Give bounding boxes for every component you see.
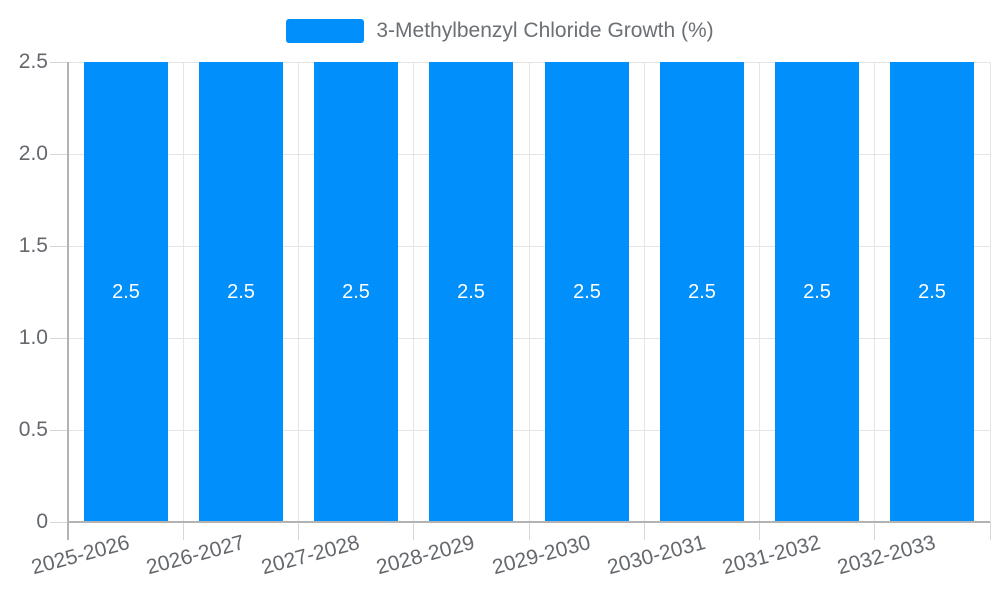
y-axis-tick-label: 2.0 — [18, 142, 48, 165]
bar[interactable] — [314, 62, 398, 522]
v-gridline — [182, 62, 184, 522]
x-tick-mark — [874, 522, 876, 540]
v-gridline — [528, 62, 530, 522]
v-gridline — [298, 62, 299, 522]
bar-data-label: 2.5 — [227, 281, 255, 303]
v-gridline — [759, 62, 760, 522]
bar-data-label: 2.5 — [918, 281, 946, 303]
bar-data-label: 2.5 — [688, 281, 716, 303]
v-gridline — [989, 62, 991, 522]
y-axis-tick-label: 2.5 — [18, 50, 48, 73]
y-tick-mark — [50, 245, 68, 247]
bar-data-label: 2.5 — [457, 281, 485, 303]
bar[interactable] — [775, 62, 859, 522]
legend-swatch — [286, 19, 365, 43]
y-tick-mark — [50, 337, 68, 339]
bar[interactable] — [890, 62, 974, 522]
bar-data-label: 2.5 — [803, 281, 831, 303]
v-gridline — [413, 62, 415, 522]
bar-data-label: 2.5 — [112, 281, 140, 303]
x-tick-mark — [989, 522, 991, 540]
y-tick-mark — [50, 153, 68, 155]
y-tick-mark — [50, 521, 68, 523]
legend-label: 3-Methylbenzyl Chloride Growth (%) — [376, 19, 714, 42]
x-tick-mark — [759, 522, 760, 540]
v-gridline — [643, 62, 645, 522]
y-axis-tick-label: 1.0 — [18, 326, 48, 349]
y-axis-tick-label: 1.5 — [18, 234, 48, 257]
y-axis-line — [67, 62, 69, 540]
bar-data-label: 2.5 — [342, 281, 370, 303]
x-tick-mark — [298, 522, 299, 540]
y-tick-mark — [50, 429, 68, 431]
v-gridline — [874, 62, 876, 522]
bar[interactable] — [199, 62, 283, 522]
y-tick-mark — [50, 61, 68, 63]
bar[interactable] — [660, 62, 744, 522]
x-tick-mark — [528, 522, 530, 540]
x-tick-mark — [643, 522, 645, 540]
legend-item[interactable]: 3-Methylbenzyl Chloride Growth (%) — [0, 19, 1000, 43]
bar[interactable] — [429, 62, 513, 522]
y-axis-tick-label: 0.5 — [18, 418, 48, 441]
x-tick-mark — [413, 522, 415, 540]
x-tick-mark — [182, 522, 184, 540]
bar[interactable] — [84, 62, 168, 522]
y-axis-tick-label: 0 — [36, 510, 48, 533]
x-axis-line — [68, 521, 990, 523]
bar[interactable] — [545, 62, 629, 522]
bar-data-label: 2.5 — [573, 281, 601, 303]
